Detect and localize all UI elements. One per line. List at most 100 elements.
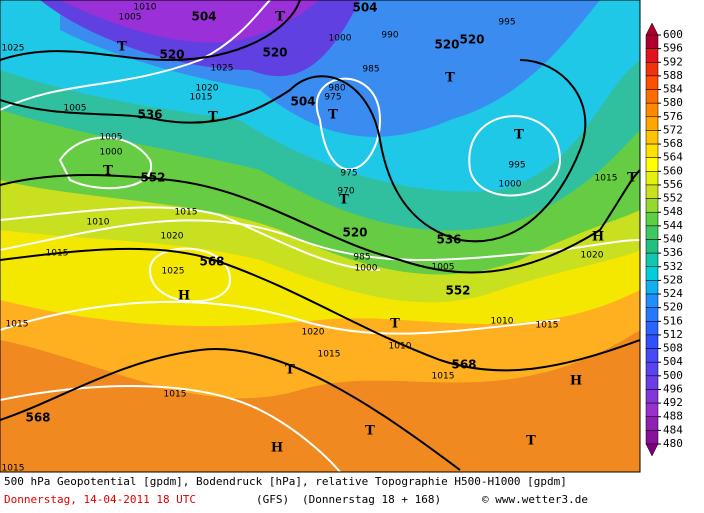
- colorbar-label: 512: [663, 328, 683, 341]
- isobar-label: 1015: [190, 93, 213, 103]
- isobars: [0, 0, 641, 335]
- isobar-label: 1005: [432, 263, 455, 273]
- colorbar-swatch: [645, 34, 659, 49]
- pressure-system: T: [208, 110, 218, 125]
- colorbar-swatch: [645, 102, 659, 118]
- colorbar-label: 600: [663, 28, 683, 41]
- isobar: [0, 219, 641, 261]
- pressure-system: T: [514, 128, 524, 143]
- geopotential-label: 520: [434, 38, 459, 52]
- colorbar-swatch: [645, 116, 659, 131]
- colorbar-label: 524: [663, 287, 683, 300]
- colorbar-label: 496: [663, 382, 683, 395]
- colorbar-label: 548: [663, 205, 683, 218]
- colorbar-label: 508: [663, 342, 683, 355]
- colorbar-swatch: [645, 225, 659, 240]
- colorbar-swatch: [645, 171, 659, 186]
- colorbar-label: 576: [663, 110, 683, 123]
- pressure-system: H: [592, 230, 604, 245]
- colorbar-swatch: [645, 75, 659, 90]
- geopotential-label: 520: [342, 226, 367, 240]
- isobar-label: 1010: [389, 342, 412, 352]
- contour: [0, 0, 301, 62]
- footer-date: Donnerstag, 14-04-2011 18 UTC: [4, 493, 196, 506]
- pressure-system: H: [178, 289, 190, 304]
- isobar-label: 1020: [161, 232, 184, 242]
- isobar-label: 1010: [491, 317, 514, 327]
- isobar: [0, 206, 381, 271]
- isobar-label: 1015: [318, 350, 341, 360]
- pressure-system: T: [103, 164, 113, 179]
- colorbar-swatch: [645, 239, 659, 254]
- colorbar-label: 492: [663, 396, 683, 409]
- colorbar: 6005965925885845805765725685645605565525…: [645, 22, 683, 457]
- colorbar-swatch: [645, 321, 659, 336]
- colorbar-label: 568: [663, 137, 683, 150]
- colorbar-label: 564: [663, 151, 683, 164]
- colorbar-swatch: [645, 334, 659, 349]
- isobar-label: 975: [324, 93, 341, 103]
- isobar-label: 1025: [2, 44, 25, 54]
- isobar-label: 1005: [119, 13, 142, 23]
- colorbar-swatch: [645, 89, 659, 104]
- colorbar-swatch: [645, 157, 659, 172]
- colorbar-label: 544: [663, 219, 683, 232]
- isobar-label: 1000: [100, 148, 123, 158]
- colorbar-swatch: [645, 62, 659, 77]
- geopotential-label: 536: [137, 108, 162, 122]
- geopotential-contours: [0, 0, 641, 471]
- colorbar-swatch: [645, 402, 659, 417]
- colorbar-label: 584: [663, 83, 683, 96]
- band-purple: [60, 0, 320, 43]
- pressure-system: T: [526, 434, 536, 449]
- geopotential-label: 536: [436, 233, 461, 247]
- isobar-label: 1020: [302, 328, 325, 338]
- isobar-label: 990: [381, 31, 398, 41]
- colorbar-swatch: [645, 252, 659, 268]
- colorbar-swatch: [645, 211, 659, 227]
- colorbar-label: 480: [663, 437, 683, 450]
- geopotential-label: 552: [445, 284, 470, 298]
- colorbar-swatch: [645, 184, 659, 199]
- colorbar-swatch: [645, 280, 659, 295]
- isobar-label: 995: [508, 161, 525, 171]
- colorbar-label: 488: [663, 410, 683, 423]
- colorbar-swatch: [645, 430, 659, 445]
- geopotential-label: 568: [451, 358, 476, 372]
- colorbar-label: 560: [663, 164, 683, 177]
- isobar-label: 1015: [175, 208, 198, 218]
- footer-credit: © www.wetter3.de: [482, 493, 588, 506]
- geopotential-label: 520: [159, 48, 184, 62]
- isobar-label: 1010: [134, 3, 157, 13]
- geopotential-label: 568: [25, 411, 50, 425]
- pressure-system: H: [570, 374, 582, 389]
- colorbar-label: 516: [663, 314, 683, 327]
- isobar-label: 970: [337, 187, 354, 197]
- colorbar-label: 540: [663, 233, 683, 246]
- isobar-label: 1025: [162, 267, 185, 277]
- contour: [0, 247, 641, 372]
- colorbar-label: 532: [663, 260, 683, 273]
- isobar-label: 1000: [329, 34, 352, 44]
- pressure-system: T: [328, 108, 338, 123]
- pressure-system: T: [117, 40, 127, 55]
- isobar-label: 1020: [581, 251, 604, 261]
- colorbar-swatch: [645, 266, 659, 281]
- isobar-label: 1015: [2, 464, 25, 474]
- geopotential-label: 552: [140, 171, 165, 185]
- isobar-label: 980: [328, 84, 345, 94]
- colorbar-label: 580: [663, 96, 683, 109]
- colorbar-label: 536: [663, 246, 683, 259]
- colorbar-swatch: [645, 130, 659, 145]
- geopotential-label: 504: [191, 10, 216, 24]
- isobar-label: 1015: [536, 321, 559, 331]
- isobar-label: 1025: [211, 64, 234, 74]
- isobar-label: 985: [362, 65, 379, 75]
- isobar-label: 1020: [196, 84, 219, 94]
- colorbar-swatch: [645, 143, 659, 158]
- isobar-label: 1005: [64, 104, 87, 114]
- isobar-label: 1015: [164, 390, 187, 400]
- geopotential-label: 568: [199, 255, 224, 269]
